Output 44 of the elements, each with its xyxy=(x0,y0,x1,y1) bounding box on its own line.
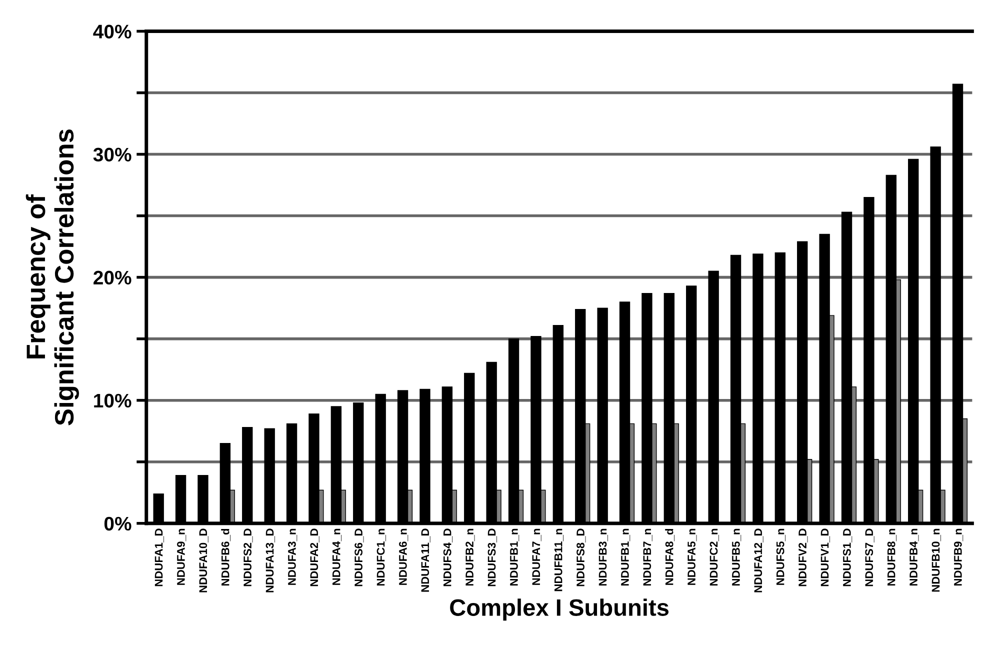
x-tick-label: NDUFA6_n xyxy=(399,528,408,585)
x-tick-label: NDUFB8_n xyxy=(887,528,896,586)
x-tick-label: NDUFA13_D xyxy=(266,528,275,592)
x-tick-label: NDUFA7_n xyxy=(532,528,542,585)
x-tick-label: NDUFB11_n xyxy=(554,528,564,592)
x-tick-label: NDUFB2_n xyxy=(466,528,475,586)
x-tick-label: NDUFB5_n xyxy=(732,528,742,586)
x-tick-label: NDUFA4_n xyxy=(332,528,342,585)
y-tick-label: 40% xyxy=(93,24,132,38)
x-tick-label: NDUFS4_D xyxy=(443,528,453,586)
x-tick-label: NDUFA2_D xyxy=(310,528,320,586)
x-tick-label: NDUFB3_n xyxy=(598,528,608,586)
x-tick-label: NDUFA11_D xyxy=(421,528,430,592)
y-tick-label: 10% xyxy=(94,394,132,408)
x-tick-label: NDUFA1_D xyxy=(154,528,164,586)
x-tick-label: NDUFV1_D xyxy=(820,528,830,586)
x-tick-label: NDUFA10_D xyxy=(199,528,208,592)
x-tick-label: NDUFB7_n xyxy=(643,528,652,586)
x-tick-label: NDUFA3_n xyxy=(288,528,298,585)
x-tick-label: NDUFS2_D xyxy=(244,528,253,586)
x-tick-label: NDUFB1_n xyxy=(510,528,520,586)
x-tick-label: NDUFA8_d xyxy=(665,528,675,585)
y-tick-label: 0% xyxy=(104,516,132,531)
x-tick-label: NDUFS6_D xyxy=(354,528,364,586)
x-tick-label: NDUFB4_n xyxy=(910,528,919,586)
x-tick-label: NDUFS7_D xyxy=(865,528,874,586)
x-tick-label: NDUFV2_D xyxy=(798,528,808,586)
x-tick-label: NDUFA5_n xyxy=(688,528,697,585)
x-axis-title: Complex I Subunits xyxy=(450,598,669,621)
x-tick-label: NDUFB10_n xyxy=(932,528,941,592)
y-axis-title: Frequency of Significant Correlations xyxy=(26,130,79,426)
y-tick-label: 20% xyxy=(94,270,132,285)
x-tick-label: NDUFS1_D xyxy=(842,528,852,586)
x-tick-label: NDUFB9_n xyxy=(954,528,964,586)
x-tick-label: NDUFS8_D xyxy=(576,528,586,586)
x-tick-label: NDUFB1_n xyxy=(621,528,630,586)
x-tick-label: NDUFC2_n xyxy=(710,528,719,586)
y-tick-label: 30% xyxy=(93,148,132,162)
x-tick-label: NDUFA12_D xyxy=(754,528,764,592)
x-tick-label: NDUFS3_D xyxy=(488,528,497,586)
x-tick-label: NDUFS5_n xyxy=(776,528,786,585)
x-tick-label: NDUFA9_n xyxy=(177,528,186,585)
x-tick-label: NDUFB6_d xyxy=(221,528,231,586)
x-tick-label: NDUFC1_n xyxy=(376,528,386,586)
